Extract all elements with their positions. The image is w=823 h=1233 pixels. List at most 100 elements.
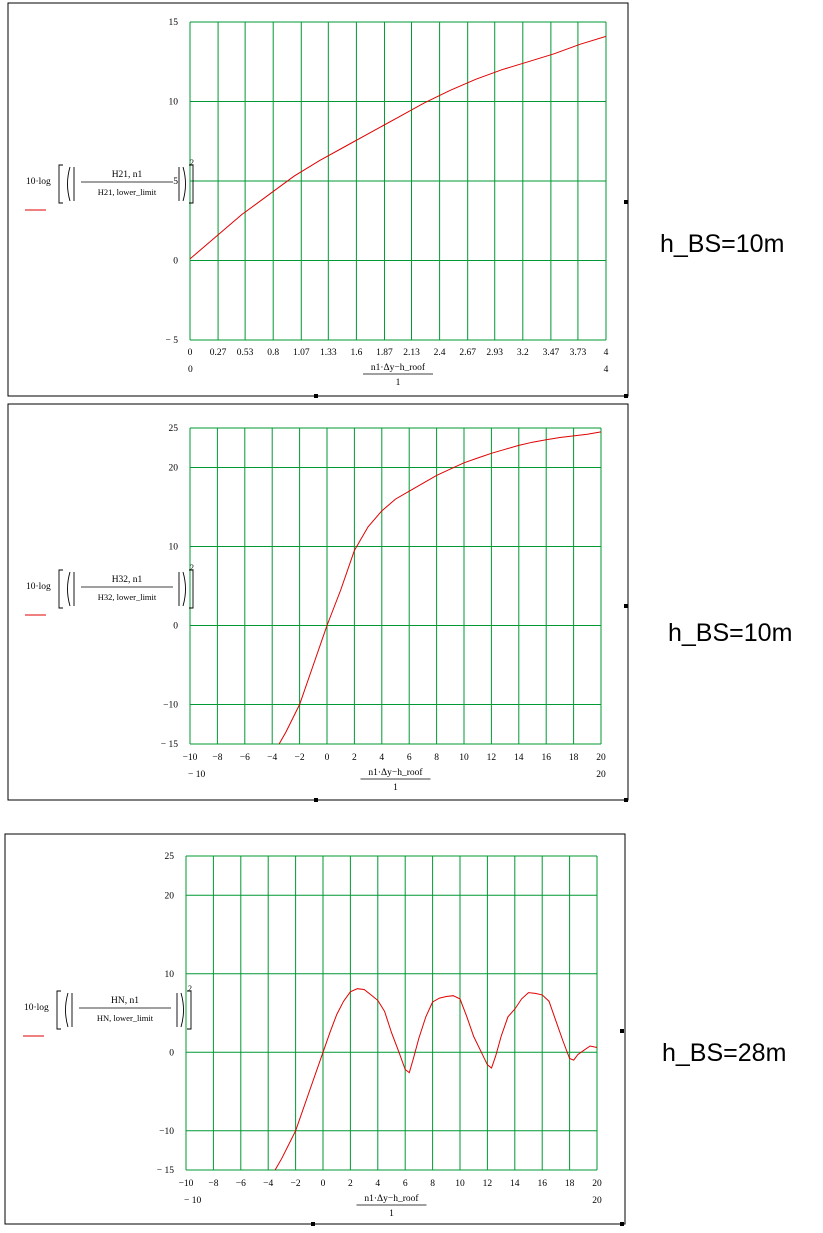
x-tick-label: −10 (183, 753, 198, 763)
x-tick-label: −6 (236, 1179, 246, 1189)
paren-left (65, 992, 69, 1028)
x-tick-label: 14 (514, 753, 524, 763)
x-axis-label-denominator: 1 (396, 378, 401, 388)
resize-handle (624, 798, 628, 802)
x-tick-label: 20 (596, 753, 606, 763)
chart-panel-2: −10 −8 −6 −4 −2 0 2 4 6 8 10 12 14 16 18 20− 10 20− 15−1… (7, 403, 792, 802)
x-tick-label: 3.47 (543, 348, 560, 358)
x-max-label: 20 (596, 770, 606, 780)
resize-handle (624, 200, 628, 204)
y-axis-label-numerator: HN, n1 (111, 996, 139, 1006)
x-tick-label: 2 (348, 1179, 353, 1189)
x-tick-label: −8 (208, 1179, 218, 1189)
y-axis-label-denominator: H21, lower_limit (98, 187, 157, 197)
y-axis-label-numerator: H32, n1 (112, 575, 143, 585)
paren-right (182, 166, 186, 202)
x-tick-label: −8 (212, 753, 222, 763)
paren-right (182, 571, 186, 607)
x-tick-label: −2 (291, 1179, 301, 1189)
side-label: h_BS=28m (662, 1039, 786, 1067)
resize-handle (620, 1029, 624, 1033)
x-tick-label: 0 (321, 1179, 326, 1189)
x-max-label: 4 (604, 365, 609, 375)
bracket-right (189, 569, 194, 609)
x-tick-label: 4 (379, 753, 384, 763)
y-tick-label: 20 (169, 464, 179, 474)
y-tick-label: − 15 (161, 740, 178, 750)
paren-right (180, 992, 184, 1028)
y-tick-label: −10 (159, 1127, 174, 1137)
bracket-left (58, 569, 63, 609)
series-line (274, 988, 597, 1170)
x-tick-label: 10 (455, 1179, 465, 1189)
y-tick-label: 25 (169, 424, 179, 434)
resize-handle (314, 394, 318, 398)
resize-handle (624, 604, 628, 608)
y-axis-label-prefix: 10·log (24, 1003, 49, 1013)
x-tick-label: 1.6 (350, 348, 362, 358)
x-tick-label: 20 (592, 1179, 602, 1189)
x-min-label: 0 (188, 365, 193, 375)
x-tick-label: 16 (541, 753, 551, 763)
x-tick-label: 0.53 (237, 348, 254, 358)
side-label: h_BS=10m (668, 619, 792, 647)
bracket-right (189, 164, 194, 204)
x-max-label: 20 (592, 1196, 602, 1206)
chart-panel-1: 0 0.27 0.53 0.8 1.07 1.33 1.6 1.87 2.13 2.4 2.67 2.… (7, 2, 784, 398)
y-tick-label: 20 (165, 891, 175, 901)
x-tick-label: −4 (263, 1179, 273, 1189)
bracket-right (187, 990, 192, 1030)
y-axis-label-exponent: 2 (188, 984, 192, 993)
x-tick-label: 18 (569, 753, 579, 763)
x-tick-label: 8 (434, 753, 439, 763)
y-tick-label: −10 (163, 701, 178, 711)
x-tick-label: 1.87 (376, 348, 393, 358)
x-axis-label-numerator: n1·Δy−h_roof (364, 1193, 419, 1204)
x-tick-label: 2.93 (486, 348, 503, 358)
y-tick-label: − 5 (166, 336, 179, 346)
x-tick-label: 6 (407, 753, 412, 763)
x-tick-label: 0.8 (267, 348, 279, 358)
x-tick-label: 3.73 (570, 348, 587, 358)
y-axis-label-prefix: 10·log (26, 582, 51, 592)
paren-left (67, 166, 71, 202)
x-tick-label: −2 (295, 753, 305, 763)
x-tick-label: 12 (483, 1179, 493, 1189)
x-tick-label: −6 (240, 753, 250, 763)
x-axis-label-denominator: 1 (393, 783, 398, 793)
y-tick-label: 25 (165, 852, 175, 862)
y-tick-label: 5 (173, 177, 178, 187)
x-tick-label: 0 (188, 348, 193, 358)
x-tick-label: −4 (267, 753, 277, 763)
x-axis-label-denominator: 1 (389, 1209, 394, 1219)
x-min-label: − 10 (188, 770, 205, 780)
x-tick-label: 2.67 (459, 348, 476, 358)
y-tick-label: − 15 (157, 1166, 174, 1176)
series-line (190, 35, 606, 260)
panel-frame (7, 403, 629, 801)
bracket-left (56, 990, 61, 1030)
x-tick-label: 12 (487, 753, 497, 763)
x-tick-label: 1.07 (293, 348, 310, 358)
x-tick-label: 10 (459, 753, 469, 763)
resize-handle (311, 1222, 315, 1226)
x-tick-label: 2.4 (434, 348, 446, 358)
y-tick-label: 0 (169, 1048, 174, 1058)
y-axis-label-denominator: HN, lower_limit (97, 1013, 154, 1023)
bracket-left (58, 164, 63, 204)
y-tick-label: 15 (169, 18, 179, 28)
x-tick-label: 0 (325, 753, 330, 763)
x-axis-label-numerator: n1·Δy−h_roof (371, 362, 426, 373)
y-tick-label: 10 (165, 970, 175, 980)
panel-frame (4, 833, 626, 1225)
x-tick-label: 4 (375, 1179, 380, 1189)
x-axis-label-numerator: n1·Δy−h_roof (368, 767, 423, 778)
y-axis-label-prefix: 10·log (26, 177, 51, 187)
y-tick-label: 10 (169, 98, 179, 108)
y-tick-label: 0 (173, 622, 178, 632)
x-tick-label: 0.27 (210, 348, 227, 358)
resize-handle (314, 798, 318, 802)
panel-frame (7, 2, 629, 397)
x-tick-label: −10 (179, 1179, 194, 1189)
